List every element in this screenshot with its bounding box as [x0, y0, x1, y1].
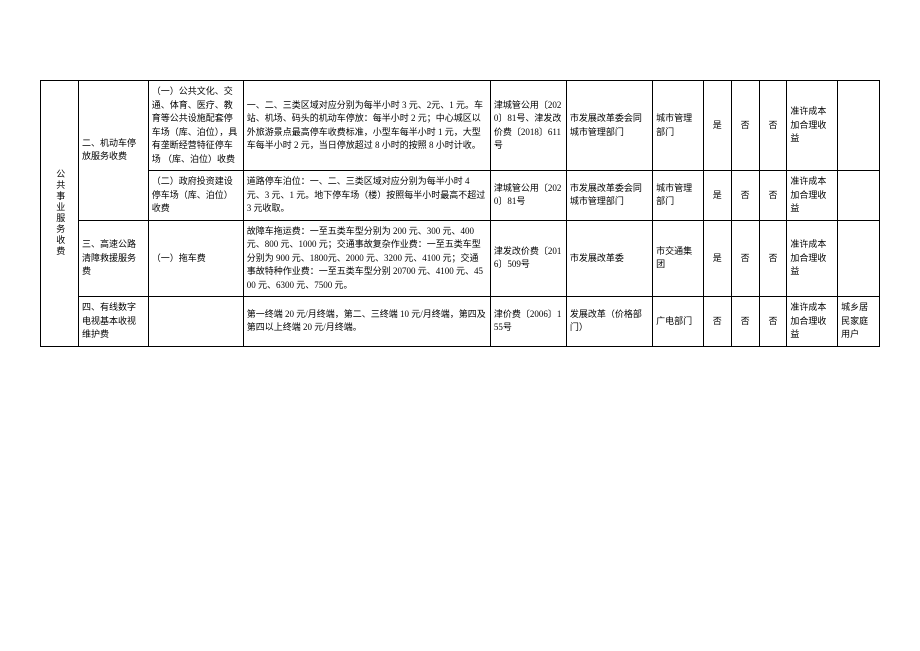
yn-cell: 否 — [731, 297, 759, 347]
yn-cell: 是 — [703, 81, 731, 171]
sub-cell: （一）拖车费 — [148, 220, 243, 297]
auth-cell: 市发展改革委会同城市管理部门 — [566, 171, 652, 221]
yn-cell: 是 — [703, 171, 731, 221]
desc-cell: 一、二、三类区域对应分别为每半小时 3 元、2元、1 元。车站、机场、码头的机动… — [243, 81, 490, 171]
note-cell: 准许成本加合理收益 — [787, 171, 838, 221]
remark-cell — [838, 81, 880, 171]
auth-cell: 发展改革（价格部门） — [566, 297, 652, 347]
doc-cell: 津发改价费〔2016〕509号 — [490, 220, 566, 297]
doc-cell: 津城管公用〔2020〕81号、津发改价费〔2018〕611 号 — [490, 81, 566, 171]
dept-cell: 广电部门 — [653, 297, 704, 347]
fee-table: 公共事业服务收费 二、机动车停放服务收费 （一）公共文化、交通、体育、医疗、教育… — [40, 80, 880, 347]
table-row: 公共事业服务收费 二、机动车停放服务收费 （一）公共文化、交通、体育、医疗、教育… — [41, 81, 880, 171]
table-row: （二）政府投资建设停车场（库、泊位）收费 道路停车泊位：一、二、三类区域对应分别… — [41, 171, 880, 221]
note-cell: 准许成本加合理收益 — [787, 220, 838, 297]
category-cell: 公共事业服务收费 — [41, 81, 79, 347]
doc-cell: 津价费〔2006〕155号 — [490, 297, 566, 347]
item-cell: 二、机动车停放服务收费 — [79, 81, 149, 221]
remark-cell: 城乡居民家庭用户 — [838, 297, 880, 347]
dept-cell: 城市管理部门 — [653, 81, 704, 171]
yn-cell: 否 — [759, 81, 787, 171]
yn-cell: 否 — [703, 297, 731, 347]
note-cell: 准许成本加合理收益 — [787, 81, 838, 171]
sub-cell: （一）公共文化、交通、体育、医疗、教育等公共设施配套停车场（库、泊位），具有垄断… — [148, 81, 243, 171]
remark-cell — [838, 171, 880, 221]
yn-cell: 否 — [759, 220, 787, 297]
item-cell: 三、高速公路清障救援服务费 — [79, 220, 149, 297]
dept-cell: 城市管理部门 — [653, 171, 704, 221]
desc-cell: 道路停车泊位：一、二、三类区域对应分别为每半小时 4 元、3 元、1 元。地下停… — [243, 171, 490, 221]
yn-cell: 否 — [731, 171, 759, 221]
table-row: 四、有线数字电视基本收视维护费 第一终端 20 元/月终端，第二、三终端 10 … — [41, 297, 880, 347]
desc-cell: 故障车拖运费：一至五类车型分别为 200 元、300 元、400 元、800 元… — [243, 220, 490, 297]
dept-cell: 市交通集团 — [653, 220, 704, 297]
doc-cell: 津城管公用〔2020〕81号 — [490, 171, 566, 221]
auth-cell: 市发展改革委会同城市管理部门 — [566, 81, 652, 171]
yn-cell: 否 — [731, 81, 759, 171]
sub-cell — [148, 297, 243, 347]
item-cell: 四、有线数字电视基本收视维护费 — [79, 297, 149, 347]
desc-cell: 第一终端 20 元/月终端，第二、三终端 10 元/月终端，第四及第四以上终端 … — [243, 297, 490, 347]
sub-cell: （二）政府投资建设停车场（库、泊位）收费 — [148, 171, 243, 221]
yn-cell: 否 — [759, 171, 787, 221]
yn-cell: 是 — [703, 220, 731, 297]
remark-cell — [838, 220, 880, 297]
note-cell: 准许成本加合理收益 — [787, 297, 838, 347]
yn-cell: 否 — [759, 297, 787, 347]
table-row: 三、高速公路清障救援服务费 （一）拖车费 故障车拖运费：一至五类车型分别为 20… — [41, 220, 880, 297]
auth-cell: 市发展改革委 — [566, 220, 652, 297]
yn-cell: 否 — [731, 220, 759, 297]
